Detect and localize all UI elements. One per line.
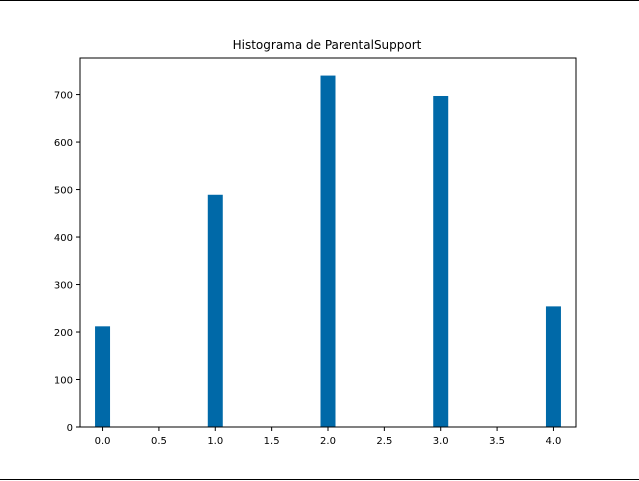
- x-tick-label: 0.0: [95, 436, 111, 447]
- histogram-bar: [207, 194, 223, 427]
- x-tick-label: 4.0: [546, 436, 562, 447]
- plot-frame: [79, 57, 577, 428]
- y-tick-label: 200: [54, 328, 73, 339]
- x-tick-label: 1.5: [264, 436, 280, 447]
- x-tick-label: 3.5: [489, 436, 505, 447]
- y-tick-label: 100: [54, 376, 73, 387]
- bars-group: [95, 75, 561, 428]
- y-tick-label: 400: [54, 233, 73, 244]
- histogram-bar: [320, 75, 336, 428]
- bottom-rule: [0, 479, 639, 480]
- y-tick-label: 0: [67, 423, 73, 434]
- x-tick-label: 2.0: [320, 436, 336, 447]
- y-tick-label: 500: [54, 186, 73, 197]
- x-tick-label: 0.5: [151, 436, 167, 447]
- x-tick-label: 1.0: [207, 436, 223, 447]
- x-tick-label: 2.5: [376, 436, 392, 447]
- x-axis: 0.0 0.5 1.0 1.5 2.0 2.5 3.0 3.5 4.0: [95, 427, 562, 447]
- top-rule: [0, 0, 639, 1]
- histogram-bar: [545, 306, 561, 427]
- x-tick-label: 3.0: [433, 436, 449, 447]
- chart-title: Histograma de ParentalSupport: [233, 38, 422, 52]
- y-axis: 0 100 200 300 400 500 600 700: [54, 91, 80, 434]
- y-tick-label: 300: [54, 281, 73, 292]
- histogram-bar: [433, 95, 449, 427]
- y-tick-label: 700: [54, 91, 73, 102]
- y-tick-label: 600: [54, 138, 73, 149]
- histogram-bar: [95, 326, 111, 427]
